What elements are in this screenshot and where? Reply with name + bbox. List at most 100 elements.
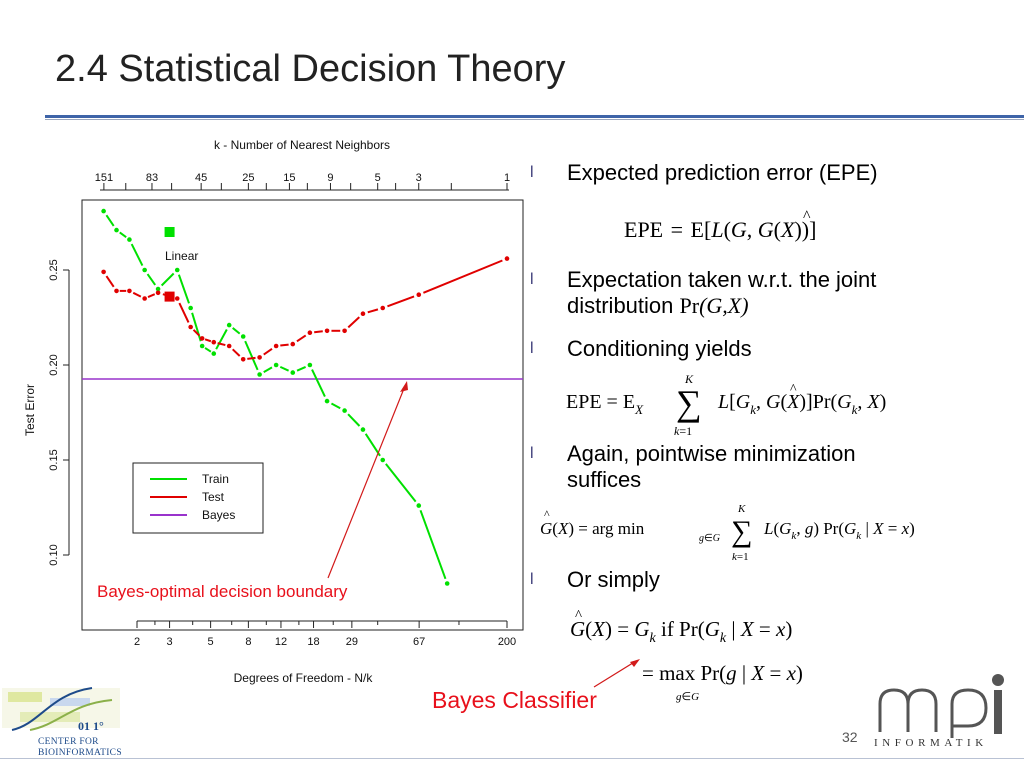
series-point-test [240, 357, 246, 362]
series-point-train [360, 427, 366, 432]
x-tick-label: 5 [208, 636, 214, 648]
bullet-text-line2: suffices [567, 467, 642, 492]
svg-text:∑: ∑ [731, 515, 752, 548]
series-point-train [240, 334, 246, 339]
series-point-test [257, 355, 262, 360]
series-point-test [101, 269, 106, 275]
knn-error-chart: k - Number of Nearest Neighbors 151 83 45 2… [23, 138, 524, 685]
series-point-train [211, 351, 217, 356]
series-point-test [324, 328, 330, 334]
svg-text:G(X) = Gk if Pr(Gk | X = x): G(X) = Gk if Pr(Gk | X = x) [570, 617, 792, 646]
svg-text:^: ^ [575, 608, 582, 624]
series-segment-train [130, 243, 144, 266]
title-rule-thin [45, 119, 1024, 120]
svg-text:K: K [684, 372, 694, 386]
series-point-test [273, 343, 279, 349]
annotation-arrow [327, 385, 406, 579]
series-point-test [142, 296, 147, 301]
series-segment-train [347, 413, 361, 427]
series-segment-test [217, 342, 226, 347]
x-tick-label: 67 [413, 636, 425, 648]
mpi-informatik-text: INFORMATIK [874, 737, 988, 749]
series-segment-test [347, 316, 360, 329]
series-segment-test [296, 334, 307, 343]
footer-rule [0, 758, 1024, 759]
series-segment-train [244, 340, 259, 371]
top-tick-label: 83 [146, 172, 158, 184]
svg-text:EPE = EX: EPE = EX [566, 391, 644, 417]
linear-marker-train [164, 227, 175, 237]
bullet-mark: l [530, 340, 534, 357]
formula-argmin: G(X) = arg min ^ g∈G K ∑ k=1 L(Gk, g) Pr… [540, 503, 915, 563]
svg-text:g∈G: g∈G [699, 533, 720, 544]
svg-text:^: ^ [803, 208, 811, 225]
svg-text:= max Pr(g | X = x): = max Pr(g | X = x) [642, 661, 803, 685]
bullet-text: Again, pointwise minimization [567, 441, 856, 466]
x-tick-label: 3 [167, 636, 173, 648]
x-tick-label: 29 [346, 636, 358, 648]
series-segment-train [419, 509, 447, 580]
series-segment-test [132, 291, 142, 298]
series-point-test [342, 328, 347, 334]
series-segment-train [279, 365, 290, 372]
series-point-test [127, 288, 132, 294]
top-tick-label: 151 [95, 172, 113, 184]
series-segment-train [263, 366, 273, 373]
series-segment-test [387, 295, 415, 308]
svg-text:g∈G: g∈G [676, 691, 699, 703]
series-point-test [504, 256, 510, 261]
legend-label-train: Train [202, 472, 229, 486]
series-point-train [226, 322, 232, 328]
series-point-test [307, 330, 313, 336]
series-point-train [127, 237, 132, 242]
series-layer [101, 208, 510, 586]
series-segment-train [311, 369, 326, 398]
series-point-train [380, 457, 386, 463]
series-point-test [114, 288, 119, 294]
series-segment-train [364, 433, 381, 457]
series-segment-train [232, 327, 241, 335]
x-tick-label: 18 [307, 636, 319, 648]
page-number: 32 [842, 729, 858, 745]
series-point-train [290, 370, 296, 375]
series-segment-test [178, 302, 190, 323]
series-point-train [114, 227, 119, 233]
center-for-bioinformatics-logo: 01 1° [2, 687, 120, 733]
series-point-test [211, 339, 217, 345]
series-segment-train [105, 214, 115, 227]
linear-marker-test [164, 291, 175, 302]
y-ticks: 0.10 0.15 0.20 0.25 [48, 259, 69, 566]
series-point-test [188, 324, 193, 330]
series-segment-test [204, 338, 212, 343]
series-point-train [273, 362, 279, 368]
svg-text:^: ^ [544, 507, 550, 521]
bullet-mark: l [530, 164, 534, 181]
bayes-classifier-arrow [593, 659, 640, 688]
bullet-text: Expectation taken w.r.t. the joint [567, 267, 877, 292]
mpi-informatik-logo [878, 674, 1004, 738]
series-point-test [290, 341, 296, 347]
series-segment-train [330, 402, 341, 410]
svg-text:∑: ∑ [676, 383, 702, 423]
svg-text:EPE = E[L(G, G(X))]: EPE = E[L(G, G(X))] [624, 217, 816, 242]
series-segment-test [232, 348, 241, 357]
series-segment-test [247, 356, 256, 360]
series-segment-train [296, 365, 307, 372]
top-axis-label: k - Number of Nearest Neighbors [214, 138, 390, 152]
top-tick-label: 3 [416, 172, 422, 184]
series-point-test [174, 296, 180, 301]
series-point-train [174, 267, 180, 273]
linear-layer [164, 227, 175, 302]
series-segment-train [160, 272, 175, 287]
formula-epe: EPE = E[L(G, G(X))] ^ [624, 208, 816, 242]
top-tick-label: 15 [283, 172, 295, 184]
y-tick-label: 0.10 [48, 544, 60, 565]
svg-text:L(Gk, g) Pr(Gk | X = x): L(Gk, g) Pr(Gk | X = x) [763, 519, 915, 542]
x-ticks: 2 3 5 8 12 18 29 67 200 [134, 621, 516, 648]
series-segment-test [314, 330, 323, 334]
bullet-text-line2: distribution Pr(G,X) [567, 293, 749, 318]
x-tick-label: 12 [275, 636, 287, 648]
series-segment-test [367, 308, 379, 314]
series-point-train [142, 267, 147, 273]
bullet-mark: l [530, 571, 534, 588]
